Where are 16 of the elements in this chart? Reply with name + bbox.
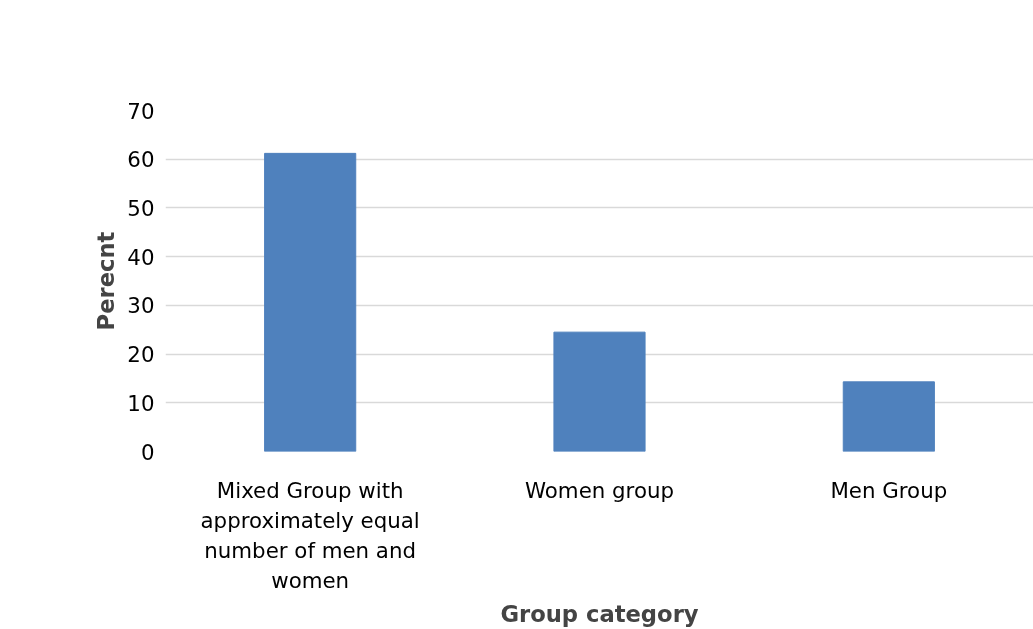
- x-tick-label: Women group: [524, 477, 675, 503]
- x-tick-label: Mixed Group with approximately equal number of men and women: [200, 477, 420, 593]
- y-tick-label: 40: [127, 244, 155, 270]
- y-tick-label: 50: [127, 195, 155, 221]
- y-tick-label: 30: [127, 293, 155, 319]
- x-axis-title: Group category: [500, 600, 699, 627]
- y-tick-label: 0: [140, 439, 155, 465]
- bar: [553, 331, 646, 452]
- y-axis-title: Perecnt: [93, 231, 120, 331]
- bar: [842, 381, 935, 452]
- y-tick-label: 60: [127, 147, 155, 173]
- y-tick-label: 70: [127, 98, 155, 124]
- y-tick-label: 10: [127, 390, 155, 416]
- y-tick-label: 20: [127, 342, 155, 368]
- bar: [264, 152, 357, 452]
- x-tick-label: Men Group: [830, 477, 948, 503]
